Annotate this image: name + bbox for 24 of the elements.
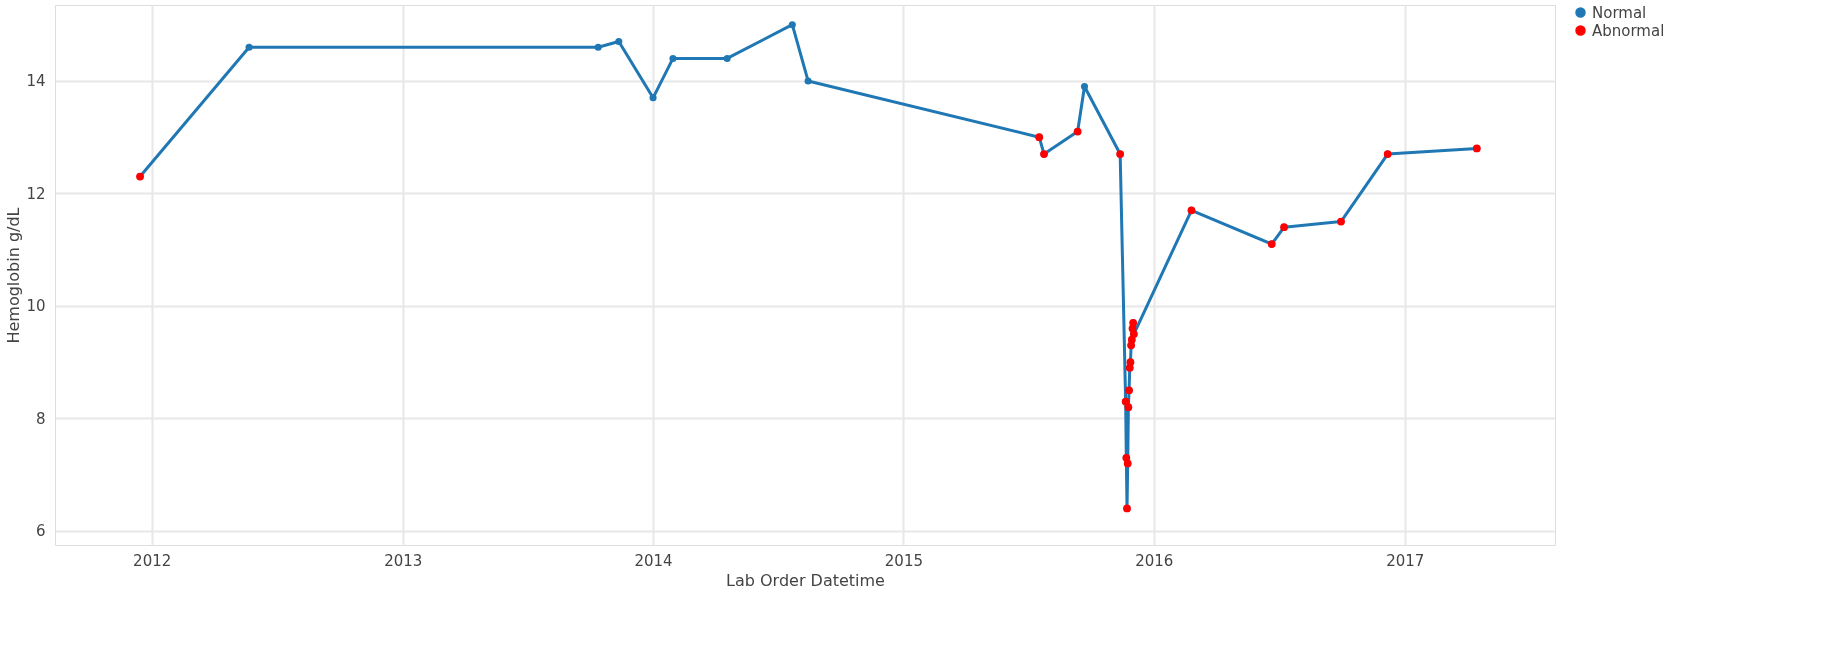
- point: [788, 21, 796, 29]
- x-tick-label: 2014: [634, 551, 673, 570]
- point: [723, 54, 731, 62]
- legend-label: Normal: [1592, 3, 1647, 22]
- point: [649, 94, 657, 102]
- x-tick-label: 2012: [133, 551, 172, 570]
- x-tick-label: 2017: [1386, 551, 1425, 570]
- x-tick-label: 2013: [384, 551, 423, 570]
- y-axis-title: Hemoglobin g/dL: [4, 207, 24, 344]
- y-tick-label: 8: [35, 409, 46, 428]
- y-tick-label: 14: [26, 72, 46, 91]
- point: [804, 77, 812, 85]
- x-tick-label: 2015: [884, 551, 924, 570]
- point: [245, 43, 253, 51]
- y-tick-label: 6: [35, 522, 46, 541]
- y-tick-label: 10: [26, 297, 46, 316]
- legend-label: Abnormal: [1592, 21, 1665, 40]
- point: [1080, 83, 1089, 91]
- point: [594, 43, 602, 51]
- x-tick-label: 2016: [1135, 551, 1174, 570]
- point: [615, 38, 623, 46]
- x-axis-title: Lab Order Datetime: [726, 570, 885, 590]
- point: [669, 54, 677, 62]
- y-tick-label: 12: [26, 184, 46, 203]
